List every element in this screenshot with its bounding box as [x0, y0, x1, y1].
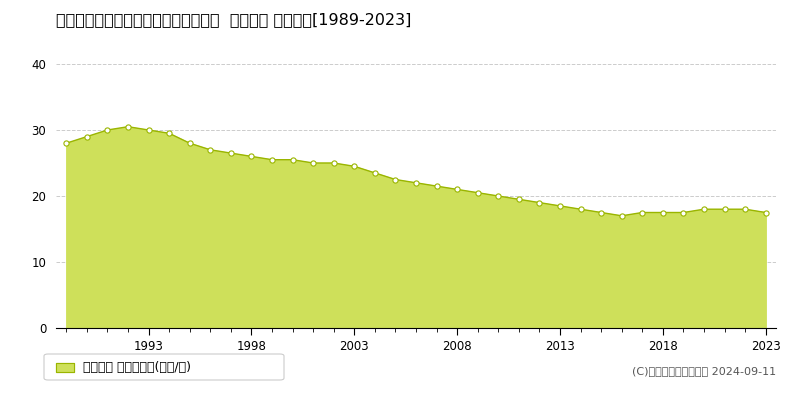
Point: [759, 209, 772, 216]
Point: [410, 180, 422, 186]
Point: [636, 209, 649, 216]
Point: [430, 183, 443, 189]
Text: 広峳県呉市幅多賀谷１丁目１番１４外  地価公示 地価推移[1989-2023]: 広峳県呉市幅多賀谷１丁目１番１４外 地価公示 地価推移[1989-2023]: [56, 12, 411, 27]
Point: [245, 153, 258, 160]
Point: [389, 176, 402, 183]
Point: [348, 163, 361, 170]
Point: [615, 212, 628, 219]
Point: [698, 206, 710, 212]
Point: [718, 206, 731, 212]
Point: [492, 193, 505, 199]
Point: [738, 206, 751, 212]
Point: [81, 133, 94, 140]
Point: [533, 199, 546, 206]
Point: [266, 156, 278, 163]
Point: [60, 140, 73, 146]
Point: [101, 127, 114, 133]
Point: [225, 150, 238, 156]
Text: 地価公示 平均嵪単価(万円/嵪): 地価公示 平均嵪単価(万円/嵪): [83, 361, 191, 374]
Point: [574, 206, 587, 212]
Point: [306, 160, 319, 166]
Point: [204, 146, 217, 153]
Point: [657, 209, 670, 216]
Point: [162, 130, 175, 136]
Point: [677, 209, 690, 216]
Text: 地価公示 平均嵪単価(万円/嵪): 地価公示 平均嵪単価(万円/嵪): [83, 361, 191, 374]
Point: [471, 190, 484, 196]
Point: [183, 140, 196, 146]
Point: [554, 203, 566, 209]
Text: (C)土地価格ドットコム 2024-09-11: (C)土地価格ドットコム 2024-09-11: [632, 366, 776, 376]
Point: [369, 170, 382, 176]
Point: [594, 209, 607, 216]
Point: [513, 196, 526, 202]
Point: [286, 156, 299, 163]
Point: [122, 124, 134, 130]
Point: [327, 160, 340, 166]
Point: [142, 127, 155, 133]
Point: [450, 186, 463, 192]
